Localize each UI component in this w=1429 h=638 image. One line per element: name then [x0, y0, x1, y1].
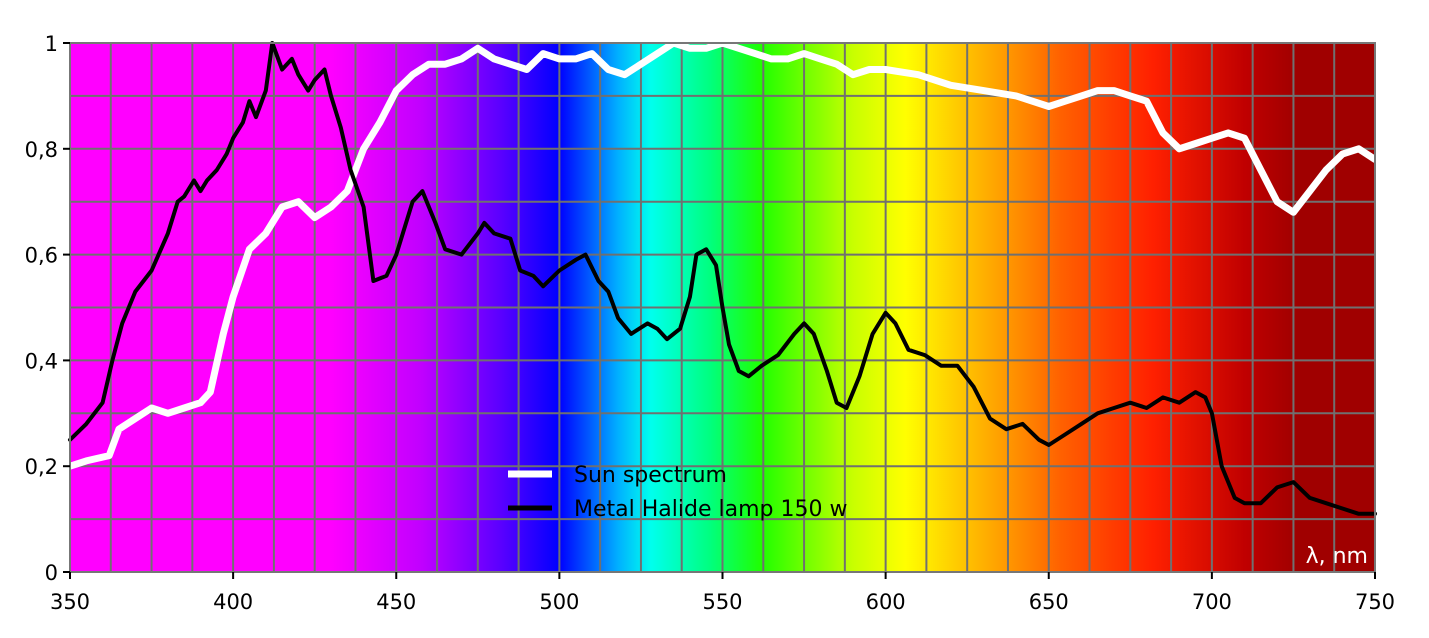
- legend: Sun spectrum Metal Halide lamp 150 w: [508, 463, 847, 522]
- y-tick-label: 0,6: [25, 244, 58, 268]
- x-tick-label: 650: [1029, 590, 1069, 614]
- x-tick-label: 500: [539, 590, 579, 614]
- y-tick-label: 0,2: [25, 455, 58, 479]
- x-tick-label: 400: [213, 590, 253, 614]
- y-tick-label: 1: [45, 32, 58, 56]
- grid: [70, 43, 1375, 572]
- legend-label-sun: Sun spectrum: [574, 463, 727, 488]
- x-tick-label: 350: [50, 590, 90, 614]
- axis-ticks: 350 400 450 500 550 600 650 700 750 0 0,2 0,4 0,6 0,8…: [25, 32, 1395, 614]
- x-axis-unit-label: λ, nm: [1306, 544, 1368, 569]
- x-tick-label: 550: [702, 590, 742, 614]
- series-line-metal-halide: [68, 41, 1377, 516]
- x-tick-label: 750: [1355, 590, 1395, 614]
- legend-label-lamp: Metal Halide lamp 150 w: [574, 497, 847, 522]
- x-tick-label: 600: [866, 590, 906, 614]
- y-tick-label: 0: [45, 561, 58, 585]
- y-tick-label: 0,8: [25, 138, 58, 162]
- x-tick-label: 700: [1192, 590, 1232, 614]
- y-tick-label: 0,4: [25, 349, 58, 373]
- x-tick-label: 450: [376, 590, 416, 614]
